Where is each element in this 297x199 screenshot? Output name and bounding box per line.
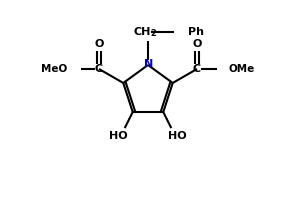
Text: C: C — [95, 64, 103, 74]
Text: O: O — [94, 39, 104, 49]
Text: O: O — [192, 39, 202, 49]
Text: MeO: MeO — [41, 64, 67, 74]
Text: CH: CH — [133, 27, 151, 37]
Text: Ph: Ph — [188, 27, 204, 37]
Text: HO: HO — [109, 131, 128, 141]
Text: N: N — [144, 59, 154, 69]
Text: C: C — [193, 64, 201, 74]
Text: 2: 2 — [150, 29, 156, 38]
Text: OMe: OMe — [229, 64, 255, 74]
Text: HO: HO — [168, 131, 187, 141]
